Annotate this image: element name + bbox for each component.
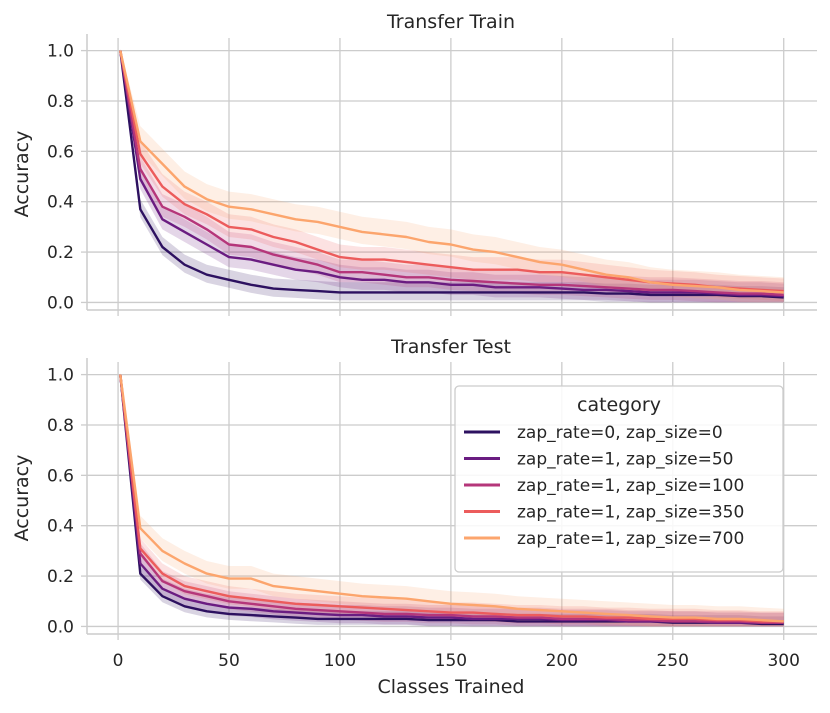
y-tick-label: 0.4 [47, 193, 74, 213]
series-line-2 [119, 374, 784, 624]
y-tick-label: 0.0 [47, 293, 74, 313]
series-line-4 [119, 50, 784, 294]
confidence-band-0 [120, 373, 784, 627]
y-axis-label: Accuracy [11, 131, 33, 218]
axes: 0.0 0.2 0.4 0.6 0.8 1.0 [47, 34, 817, 316]
legend-entry-label: zap_rate=1, zap_size=350 [517, 503, 744, 523]
panel-title: Transfer Train [386, 11, 515, 33]
y-tick-label: 0.8 [47, 92, 74, 112]
series-line-1 [119, 50, 784, 298]
legend-title: category [577, 394, 661, 416]
x-tick-label: 150 [435, 651, 467, 671]
legend-frame [454, 385, 784, 573]
legend-entry-label: zap_rate=1, zap_size=50 [517, 450, 734, 470]
x-tick-label: 300 [767, 651, 799, 671]
y-tick-label: 0.2 [47, 243, 74, 263]
y-tick-label: 0.6 [47, 142, 74, 162]
confidence-band-4 [120, 49, 784, 303]
legend-entry-label: zap_rate=1, zap_size=700 [517, 529, 744, 549]
series-line-4 [119, 374, 784, 623]
x-tick-label: 0 [113, 651, 124, 671]
series-lines [119, 374, 784, 626]
x-tick-label: 100 [324, 651, 356, 671]
y-tick-label: 0.8 [47, 416, 74, 436]
series-line-3 [119, 374, 784, 623]
series-line-0 [119, 374, 784, 626]
confidence-band-3 [120, 49, 784, 302]
y-tick-label: 0.2 [47, 567, 74, 587]
legend-entry-label: zap_rate=1, zap_size=100 [517, 476, 744, 496]
x-tick-label: 200 [546, 651, 578, 671]
y-tick-label: 1.0 [47, 366, 74, 386]
x-axis-label: Classes Trained [378, 676, 525, 698]
y-tick-label: 0.0 [47, 617, 74, 637]
x-tick-label: 50 [218, 651, 240, 671]
series-lines [119, 50, 784, 299]
y-tick-label: 1.0 [47, 42, 74, 62]
confidence-band-1 [120, 373, 784, 627]
panel-transfer-train: 0.0 0.2 0.4 0.6 0.8 1.0 Transfer Train Accura… [11, 11, 817, 316]
y-tick-label: 0.6 [47, 466, 74, 486]
series-line-0 [119, 50, 784, 299]
legend: category zap_rate=0, zap_size=0zap_rate=… [454, 385, 784, 573]
axes: 0.0 0.2 0.4 0.6 0.8 1.0 0 50 100 150 200 250 300 [47, 358, 817, 671]
legend-entry-label: zap_rate=0, zap_size=0 [517, 423, 723, 443]
confidence-bands [120, 49, 784, 303]
panel-title: Transfer Test [390, 336, 511, 358]
y-axis-label: Accuracy [11, 455, 33, 542]
confidence-bands [120, 373, 784, 627]
y-tick-label: 0.4 [47, 517, 74, 537]
x-tick-label: 250 [657, 651, 689, 671]
legend-entries: zap_rate=0, zap_size=0 zap_rate=1, zap_si… [464, 423, 744, 549]
series-line-2 [119, 50, 784, 297]
panel-transfer-test: 0.0 0.2 0.4 0.6 0.8 1.0 0 50 100 150 200 250 300 Tra… [11, 336, 817, 671]
gridlines [87, 38, 817, 310]
